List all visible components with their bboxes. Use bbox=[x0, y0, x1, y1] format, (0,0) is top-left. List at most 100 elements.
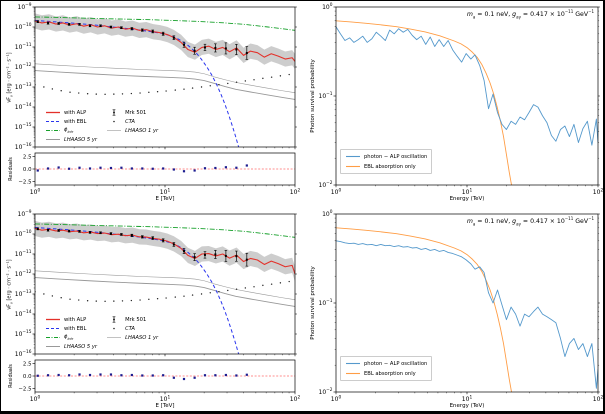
svg-text:10−15: 10−15 bbox=[15, 122, 32, 131]
svg-text:10−1: 10−1 bbox=[319, 91, 333, 100]
with-alp-line-icon bbox=[46, 111, 60, 114]
alp-parameters-annotation: ma = 0.1 neV, gaγ = 0.417 × 10−11 GeV−1 bbox=[466, 216, 594, 227]
lhaaso-5yr-line-icon bbox=[46, 139, 60, 140]
sed-legend: with ALP with EBL ϕintr LHAASO 5 yr Mrk … bbox=[43, 107, 161, 145]
svg-text:101: 101 bbox=[160, 187, 171, 196]
sed-legend: with ALP with EBL ϕintr LHAASO 5 yr Mrk … bbox=[43, 314, 161, 352]
lhaaso-5yr-line-icon bbox=[46, 346, 60, 347]
sed-x-axis-label: E [TeV] bbox=[155, 196, 175, 202]
svg-text:10−10: 10−10 bbox=[15, 229, 32, 238]
svg-text:10−11: 10−11 bbox=[15, 249, 32, 258]
svg-text:10−9: 10−9 bbox=[18, 2, 32, 11]
svg-text:100: 100 bbox=[331, 394, 342, 403]
svg-text:100: 100 bbox=[30, 187, 41, 196]
survival-y-axis-label: Photon survival probability bbox=[310, 266, 316, 340]
legend-item-cta: CTA bbox=[106, 117, 158, 126]
svg-text:100: 100 bbox=[30, 394, 41, 403]
with-ebl-line-icon bbox=[46, 120, 60, 123]
svg-text:101: 101 bbox=[462, 187, 473, 196]
ebl-only-line-icon bbox=[346, 372, 360, 375]
dot-marker-icon bbox=[113, 120, 115, 123]
legend-item-lhaaso-5yr: LHAASO 5 yr bbox=[45, 135, 97, 144]
ebl-only-line-icon bbox=[346, 165, 360, 168]
residuals-y-axis-label: Residuals bbox=[8, 157, 14, 181]
sed-y-axis-label: νFν [erg · cm⁻² · s⁻¹] bbox=[6, 259, 14, 310]
svg-text:10−15: 10−15 bbox=[15, 329, 32, 338]
legend-item-mrk501: Mrk 501 bbox=[106, 108, 158, 117]
survival-y-axis-label: Photon survival probability bbox=[310, 59, 316, 133]
svg-text:10−12: 10−12 bbox=[15, 269, 32, 278]
survival-panel-bottom: 100 10−1 10−2 100 101 102 Photon survival pro… bbox=[304, 208, 604, 411]
svg-text:10−16: 10−16 bbox=[15, 142, 32, 151]
with-ebl-line-icon bbox=[46, 327, 60, 330]
dot-marker-icon bbox=[113, 327, 115, 330]
sed-legend-column-2: Mrk 501 CTA LHAASO 1 yr bbox=[106, 108, 158, 144]
photon-alp-line-icon bbox=[346, 362, 360, 365]
lhaaso-1yr-line-icon bbox=[107, 337, 122, 338]
sed-panel-bottom: 10−9 10−10 10−11 10−12 10−13 10−14 10−15 10−16 1… bbox=[1, 208, 303, 411]
legend-item-lhaaso-1yr: LHAASO 1 yr bbox=[106, 333, 158, 342]
svg-text:10−14: 10−14 bbox=[15, 309, 32, 318]
svg-text:10−10: 10−10 bbox=[15, 22, 32, 31]
svg-text:102: 102 bbox=[290, 394, 301, 403]
errorbar-marker-icon bbox=[112, 109, 116, 116]
survival-legend: photon − ALP oscillation EBL absorption … bbox=[340, 149, 433, 174]
svg-text:2.5: 2.5 bbox=[23, 361, 32, 367]
svg-text:100: 100 bbox=[322, 209, 333, 218]
legend-item-cta: CTA bbox=[106, 324, 158, 333]
svg-text:−2.5: −2.5 bbox=[18, 179, 31, 185]
survival-panel-top: 100 10−1 10−2 100 101 102 Photon survival pro… bbox=[304, 1, 604, 208]
svg-text:2.5: 2.5 bbox=[23, 154, 32, 160]
survival-x-axis-label: Energy (TeV) bbox=[449, 403, 485, 409]
svg-text:101: 101 bbox=[160, 394, 171, 403]
svg-text:10−16: 10−16 bbox=[15, 349, 32, 358]
legend-item-with-alp: with ALP bbox=[45, 315, 97, 324]
svg-text:0.0: 0.0 bbox=[23, 167, 32, 173]
legend-item-photon-alp: photon − ALP oscillation bbox=[345, 152, 427, 161]
svg-text:10−14: 10−14 bbox=[15, 102, 32, 111]
svg-text:10−9: 10−9 bbox=[18, 209, 32, 218]
legend-item-intrinsic-flux: ϕintr bbox=[45, 333, 97, 342]
residuals-y-axis-label: Residuals bbox=[8, 364, 14, 388]
survival-legend: photon − ALP oscillation EBL absorption … bbox=[340, 356, 433, 381]
sed-bottom-canvas: 10−9 10−10 10−11 10−12 10−13 10−14 10−15 10−16 1… bbox=[15, 209, 301, 403]
legend-item-with-alp: with ALP bbox=[45, 108, 97, 117]
svg-text:102: 102 bbox=[593, 394, 604, 403]
svg-text:10−2: 10−2 bbox=[319, 387, 333, 396]
legend-item-ebl-only: EBL absorption only bbox=[345, 369, 427, 378]
svg-text:10−12: 10−12 bbox=[15, 62, 32, 71]
svg-text:10−13: 10−13 bbox=[15, 289, 32, 298]
legend-item-photon-alp: photon − ALP oscillation bbox=[345, 359, 427, 368]
legend-item-intrinsic-flux: ϕintr bbox=[45, 126, 97, 135]
legend-item-mrk501: Mrk 501 bbox=[106, 315, 158, 324]
svg-text:102: 102 bbox=[290, 187, 301, 196]
sed-x-axis-label: E [TeV] bbox=[155, 403, 175, 409]
sed-panel-top: 10−9 10−10 10−11 10−12 10−13 10−14 10−15 10−16 1… bbox=[1, 1, 303, 208]
legend-item-lhaaso-5yr: LHAASO 5 yr bbox=[45, 342, 97, 351]
sed-top-canvas: 10−9 10−10 10−11 10−12 10−13 10−14 10−15 10−16 1… bbox=[15, 2, 301, 196]
legend-item-ebl-only: EBL absorption only bbox=[345, 162, 427, 171]
intrinsic-flux-line-icon bbox=[46, 337, 60, 338]
intrinsic-flux-line-icon bbox=[46, 130, 60, 131]
sed-legend-column-1: with ALP with EBL ϕintr LHAASO 5 yr bbox=[45, 315, 97, 351]
sed-legend-column-1: with ALP with EBL ϕintr LHAASO 5 yr bbox=[45, 108, 97, 144]
svg-text:102: 102 bbox=[593, 187, 604, 196]
sed-legend-column-2: Mrk 501 CTA LHAASO 1 yr bbox=[106, 315, 158, 351]
svg-text:10−2: 10−2 bbox=[319, 180, 333, 189]
survival-x-axis-label: Energy (TeV) bbox=[449, 196, 485, 202]
svg-text:0.0: 0.0 bbox=[23, 374, 32, 380]
svg-text:10−1: 10−1 bbox=[319, 298, 333, 307]
legend-item-with-ebl: with EBL bbox=[45, 117, 97, 126]
svg-text:10−11: 10−11 bbox=[15, 42, 32, 51]
alp-parameters-annotation: ma = 0.1 neV, gaγ = 0.417 × 10−11 GeV−1 bbox=[466, 9, 594, 20]
legend-item-lhaaso-1yr: LHAASO 1 yr bbox=[106, 126, 158, 135]
sed-y-axis-label: νFν [erg · cm⁻² · s⁻¹] bbox=[6, 52, 14, 103]
legend-item-with-ebl: with EBL bbox=[45, 324, 97, 333]
svg-text:100: 100 bbox=[331, 187, 342, 196]
photon-alp-line-icon bbox=[346, 155, 360, 158]
svg-text:100: 100 bbox=[322, 2, 333, 11]
svg-text:−2.5: −2.5 bbox=[18, 386, 31, 392]
